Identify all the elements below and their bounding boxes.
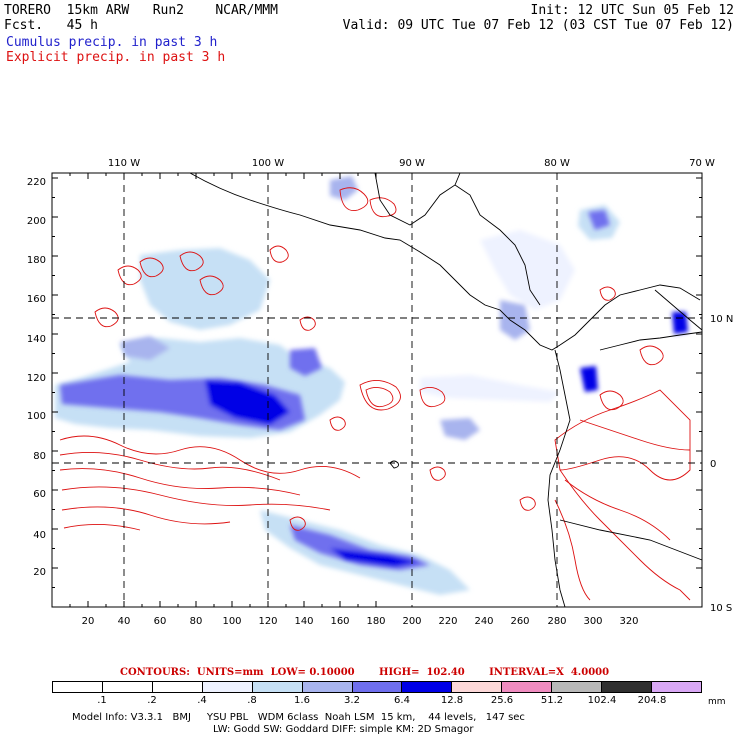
explicit-precip-contours bbox=[59, 187, 691, 601]
lon-label-80w: 80 W bbox=[544, 158, 570, 169]
lat-label-10n: 10 N bbox=[710, 314, 733, 325]
header-valid-time: Valid: 09 UTC Tue 07 Feb 12 (03 CST Tue … bbox=[342, 18, 734, 33]
colorbar-labels: .1 .2 .4 .8 1.6 3.2 6.4 12.8 25.6 51.2 102.4 204.8 bbox=[52, 695, 702, 707]
x-tick-120: 120 bbox=[258, 616, 277, 627]
x-tick-300: 300 bbox=[583, 616, 602, 627]
colorbar-cell bbox=[302, 682, 353, 692]
colorbar-cell bbox=[352, 682, 403, 692]
lat-label-0: 0 bbox=[710, 459, 716, 470]
colorbar-label: .4 bbox=[197, 695, 207, 706]
colorbar-unit: mm bbox=[708, 697, 726, 707]
legend-explicit-precip: Explicit precip. in past 3 h bbox=[6, 50, 226, 65]
x-tick-220: 220 bbox=[438, 616, 457, 627]
cumulus-precip-core bbox=[60, 210, 688, 570]
x-tick-280: 280 bbox=[547, 616, 566, 627]
colorbar bbox=[52, 681, 702, 693]
colorbar-cell bbox=[202, 682, 253, 692]
colorbar-cell bbox=[552, 682, 603, 692]
colorbar-cell bbox=[602, 682, 653, 692]
y-tick-140: 140 bbox=[27, 334, 46, 345]
colorbar-label: .2 bbox=[147, 695, 157, 706]
graticule bbox=[52, 173, 702, 607]
colorbar-label: .1 bbox=[97, 695, 107, 706]
y-tick-220: 220 bbox=[27, 177, 46, 188]
precip-map: 110 W 100 W 90 W 80 W 70 W 10 N 0 10 S 2… bbox=[27, 158, 733, 627]
x-tick-260: 260 bbox=[510, 616, 529, 627]
colorbar-cell bbox=[53, 682, 103, 692]
colorbar-cell bbox=[102, 682, 153, 692]
x-tick-40: 40 bbox=[118, 616, 131, 627]
x-grid-ticks bbox=[51, 173, 377, 607]
y-tick-80: 80 bbox=[33, 451, 46, 462]
colorbar-cell bbox=[152, 682, 203, 692]
x-tick-240: 240 bbox=[474, 616, 493, 627]
y-tick-100: 100 bbox=[27, 411, 46, 422]
colorbar-label: 3.2 bbox=[344, 695, 360, 706]
x-tick-180: 180 bbox=[366, 616, 385, 627]
y-tick-180: 180 bbox=[27, 255, 46, 266]
x-tick-labels: 20 40 60 80 100 120 140 160 180 200 220 … bbox=[82, 616, 639, 627]
x-tick-60: 60 bbox=[154, 616, 167, 627]
y-tick-60: 60 bbox=[33, 489, 46, 500]
header-forecast-hour: Fcst. 45 h bbox=[4, 18, 98, 33]
legend-cumulus-precip: Cumulus precip. in past 3 h bbox=[6, 35, 218, 50]
colorbar-label: 6.4 bbox=[394, 695, 410, 706]
contour-info: CONTOURS: UNITS=mm LOW= 0.10000 HIGH= 10… bbox=[120, 667, 610, 678]
model-info-line2: LW: Godd SW: Goddard DIFF: simple KM: 2D… bbox=[213, 724, 474, 735]
x-tick-80: 80 bbox=[190, 616, 203, 627]
y-tick-160: 160 bbox=[27, 294, 46, 305]
x-tick-200: 200 bbox=[402, 616, 421, 627]
lon-label-100w: 100 W bbox=[252, 158, 284, 169]
lon-label-70w: 70 W bbox=[689, 158, 715, 169]
y-tick-labels: 20 40 60 80 100 120 140 160 180 200 220 bbox=[27, 177, 46, 578]
colorbar-cell bbox=[452, 682, 503, 692]
x-tick-160: 160 bbox=[330, 616, 349, 627]
y-tick-200: 200 bbox=[27, 216, 46, 227]
y-grid-ticks bbox=[52, 177, 702, 608]
colorbar-label: 1.6 bbox=[294, 695, 310, 706]
colorbar-label: 204.8 bbox=[637, 695, 667, 706]
colorbar-label: 12.8 bbox=[440, 695, 464, 706]
y-tick-40: 40 bbox=[33, 530, 46, 541]
header-init-time: Init: 12 UTC Sun 05 Feb 12 bbox=[530, 3, 735, 18]
x-tick-320: 320 bbox=[619, 616, 638, 627]
colorbar-label: 25.6 bbox=[490, 695, 514, 706]
colorbar-cell bbox=[502, 682, 553, 692]
y-tick-20: 20 bbox=[33, 567, 46, 578]
lon-label-110w: 110 W bbox=[108, 158, 140, 169]
colorbar-label: .8 bbox=[247, 695, 257, 706]
lat-label-10s: 10 S bbox=[710, 603, 732, 614]
model-info-line1: Model Info: V3.3.1 BMJ YSU PBL WDM 6clas… bbox=[72, 712, 525, 723]
y-tick-120: 120 bbox=[27, 373, 46, 384]
colorbar-cell bbox=[252, 682, 303, 692]
colorbar-label: 102.4 bbox=[587, 695, 617, 706]
header-model-title: TORERO 15km ARW Run2 NCAR/MMM bbox=[4, 3, 278, 18]
colorbar-label: 51.2 bbox=[540, 695, 564, 706]
x-tick-100: 100 bbox=[222, 616, 241, 627]
lon-label-90w: 90 W bbox=[399, 158, 425, 169]
colorbar-cell bbox=[652, 682, 701, 692]
colorbar-cell bbox=[402, 682, 453, 692]
x-tick-140: 140 bbox=[294, 616, 313, 627]
x-tick-20: 20 bbox=[82, 616, 95, 627]
